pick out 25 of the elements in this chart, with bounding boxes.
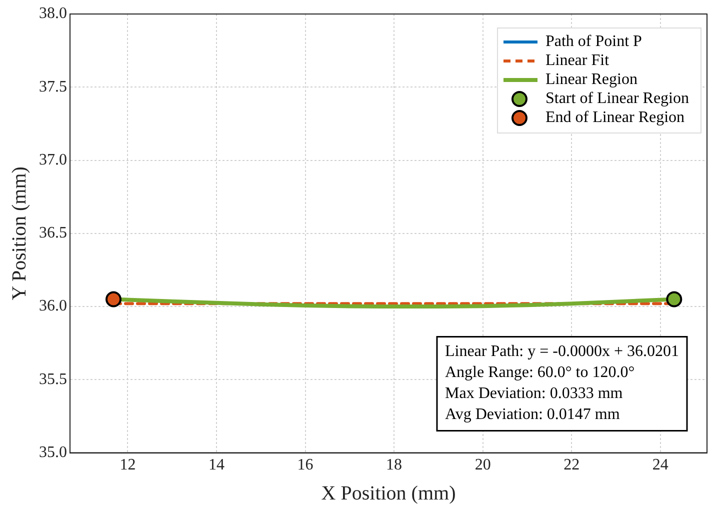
- y-tick-label: 37.5: [39, 78, 67, 96]
- legend-label: End of Linear Region: [545, 109, 685, 126]
- legend-label: Linear Region: [545, 71, 638, 88]
- y-tick-label: 36.0: [39, 298, 67, 315]
- legend-label: Linear Fit: [545, 52, 610, 70]
- x-tick-label: 22: [564, 456, 580, 474]
- x-tick-label: 20: [474, 456, 491, 474]
- x-tick-label: 12: [120, 456, 136, 474]
- annotation: Avg Deviation: 0.0147 mm: [444, 406, 620, 424]
- annotation: Angle Range: 60.0° to 120.0°: [444, 364, 635, 382]
- x-axis-title: X Position (mm): [321, 482, 456, 504]
- y-tick-label: 36.5: [39, 224, 67, 242]
- x-tick-label: 18: [386, 456, 402, 474]
- annotation: Linear Path: y = -0.0000x + 36.0201: [444, 343, 679, 360]
- legend-label: Start of Linear Region: [545, 90, 689, 108]
- y-tick-label: 35.0: [39, 444, 67, 462]
- y-tick-label: 37.0: [39, 151, 67, 168]
- y-tick-label: 38.0: [39, 5, 67, 22]
- annotation: Max Deviation: 0.0333 mm: [444, 385, 624, 402]
- y-tick-label: 35.5: [39, 370, 67, 388]
- legend-label: Path of Point P: [545, 33, 642, 50]
- x-tick-label: 14: [208, 456, 224, 474]
- x-tick-label: 16: [297, 456, 314, 474]
- x-tick-label: 24: [652, 456, 668, 474]
- y-axis-title: Y Position (mm): [8, 166, 30, 300]
